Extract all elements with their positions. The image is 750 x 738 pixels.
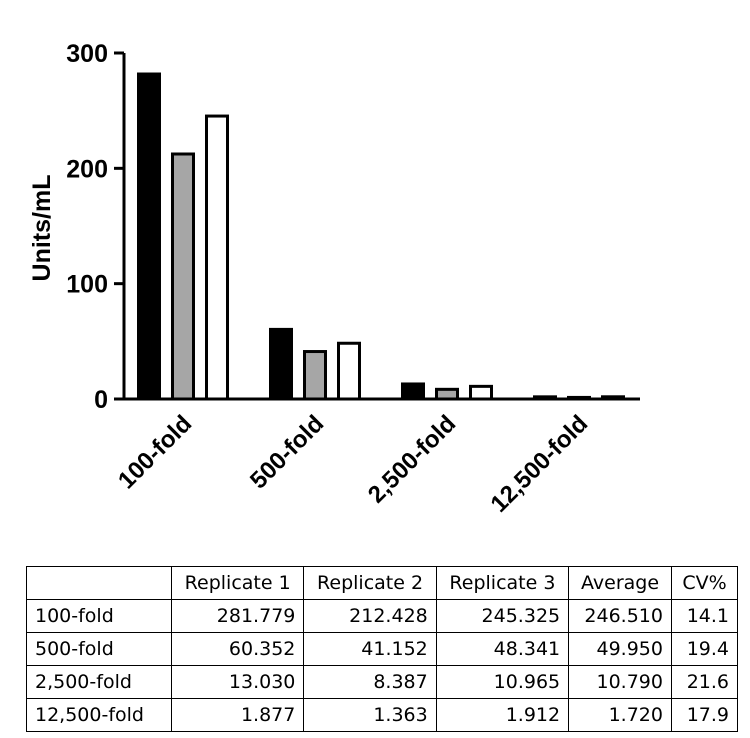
table-cell: 1.363 xyxy=(303,698,437,732)
y-tick-label: 0 xyxy=(94,386,108,414)
table-row: 500-fold 60.352 41.152 48.341 49.950 19.… xyxy=(26,632,739,666)
table-cell: 10.965 xyxy=(435,665,570,699)
x-tick-label: 500-fold xyxy=(245,410,329,494)
table-cell: 19.4 xyxy=(670,632,739,666)
table-cell: 48.341 xyxy=(435,632,570,666)
table-header-cell: Average xyxy=(568,566,672,600)
table-cell: 245.325 xyxy=(435,599,570,633)
y-tick-label: 200 xyxy=(66,155,108,183)
x-labels-group: 100-fold 500-fold 2,500-fold 12,500-fold xyxy=(113,410,593,518)
bar-chart: 0 100 200 300 100-fold 500-fold 2,500-fold 12,… xyxy=(28,40,640,518)
bar-3-1 xyxy=(337,341,361,401)
table-cell: 21.6 xyxy=(670,665,739,699)
bar-2-0 xyxy=(171,152,195,401)
x-tick-label: 2,500-fold xyxy=(363,410,461,508)
table-row: 12,500-fold 1.877 1.363 1.912 1.720 17.9 xyxy=(26,698,739,732)
table-cell: 1.720 xyxy=(568,698,672,732)
table-row: 2,500-fold 13.030 8.387 10.965 10.790 21… xyxy=(26,665,739,699)
table-header-cell: Replicate 2 xyxy=(303,566,437,600)
table-row: 100-fold 281.779 212.428 245.325 246.510… xyxy=(26,599,739,633)
bar-2-1 xyxy=(303,350,327,401)
table-header-cell: Replicate 3 xyxy=(435,566,570,600)
y-tick-label: 100 xyxy=(66,271,108,299)
table-cell: 246.510 xyxy=(568,599,672,633)
bar-1-0 xyxy=(137,72,161,401)
table-header-cell xyxy=(26,566,172,600)
table-cell: 17.9 xyxy=(670,698,739,732)
bar-1-1 xyxy=(269,327,293,401)
x-tick-label: 100-fold xyxy=(113,410,197,494)
table-cell: 10.790 xyxy=(568,665,672,699)
bar-1-2 xyxy=(401,382,425,401)
table-row-label: 100-fold xyxy=(26,599,172,633)
bar-3-2 xyxy=(469,384,493,401)
table-row-label: 500-fold xyxy=(26,632,172,666)
table-header-cell: CV% xyxy=(670,566,739,600)
y-axis-label: Units/mL xyxy=(28,175,56,282)
bar-3-0 xyxy=(205,114,229,401)
table-cell: 8.387 xyxy=(303,665,437,699)
table-cell: 49.950 xyxy=(568,632,672,666)
data-table: Replicate 1 Replicate 2 Replicate 3 Aver… xyxy=(26,566,739,732)
y-ticks-group: 0 100 200 300 xyxy=(66,40,124,414)
x-tick-label: 12,500-fold xyxy=(485,410,593,518)
table-header-cell: Replicate 1 xyxy=(170,566,305,600)
table-cell: 1.877 xyxy=(170,698,305,732)
table-row-label: 2,500-fold xyxy=(26,665,172,699)
y-tick-label: 300 xyxy=(66,40,108,68)
table-cell: 212.428 xyxy=(303,599,437,633)
table-cell: 60.352 xyxy=(170,632,305,666)
table-cell: 1.912 xyxy=(435,698,570,732)
table-cell: 41.152 xyxy=(303,632,437,666)
table-row-label: 12,500-fold xyxy=(26,698,172,732)
table-header-row: Replicate 1 Replicate 2 Replicate 3 Aver… xyxy=(26,566,739,600)
table-cell: 13.030 xyxy=(170,665,305,699)
table-cell: 14.1 xyxy=(670,599,739,633)
table-cell: 281.779 xyxy=(170,599,305,633)
bars-group xyxy=(137,72,625,401)
